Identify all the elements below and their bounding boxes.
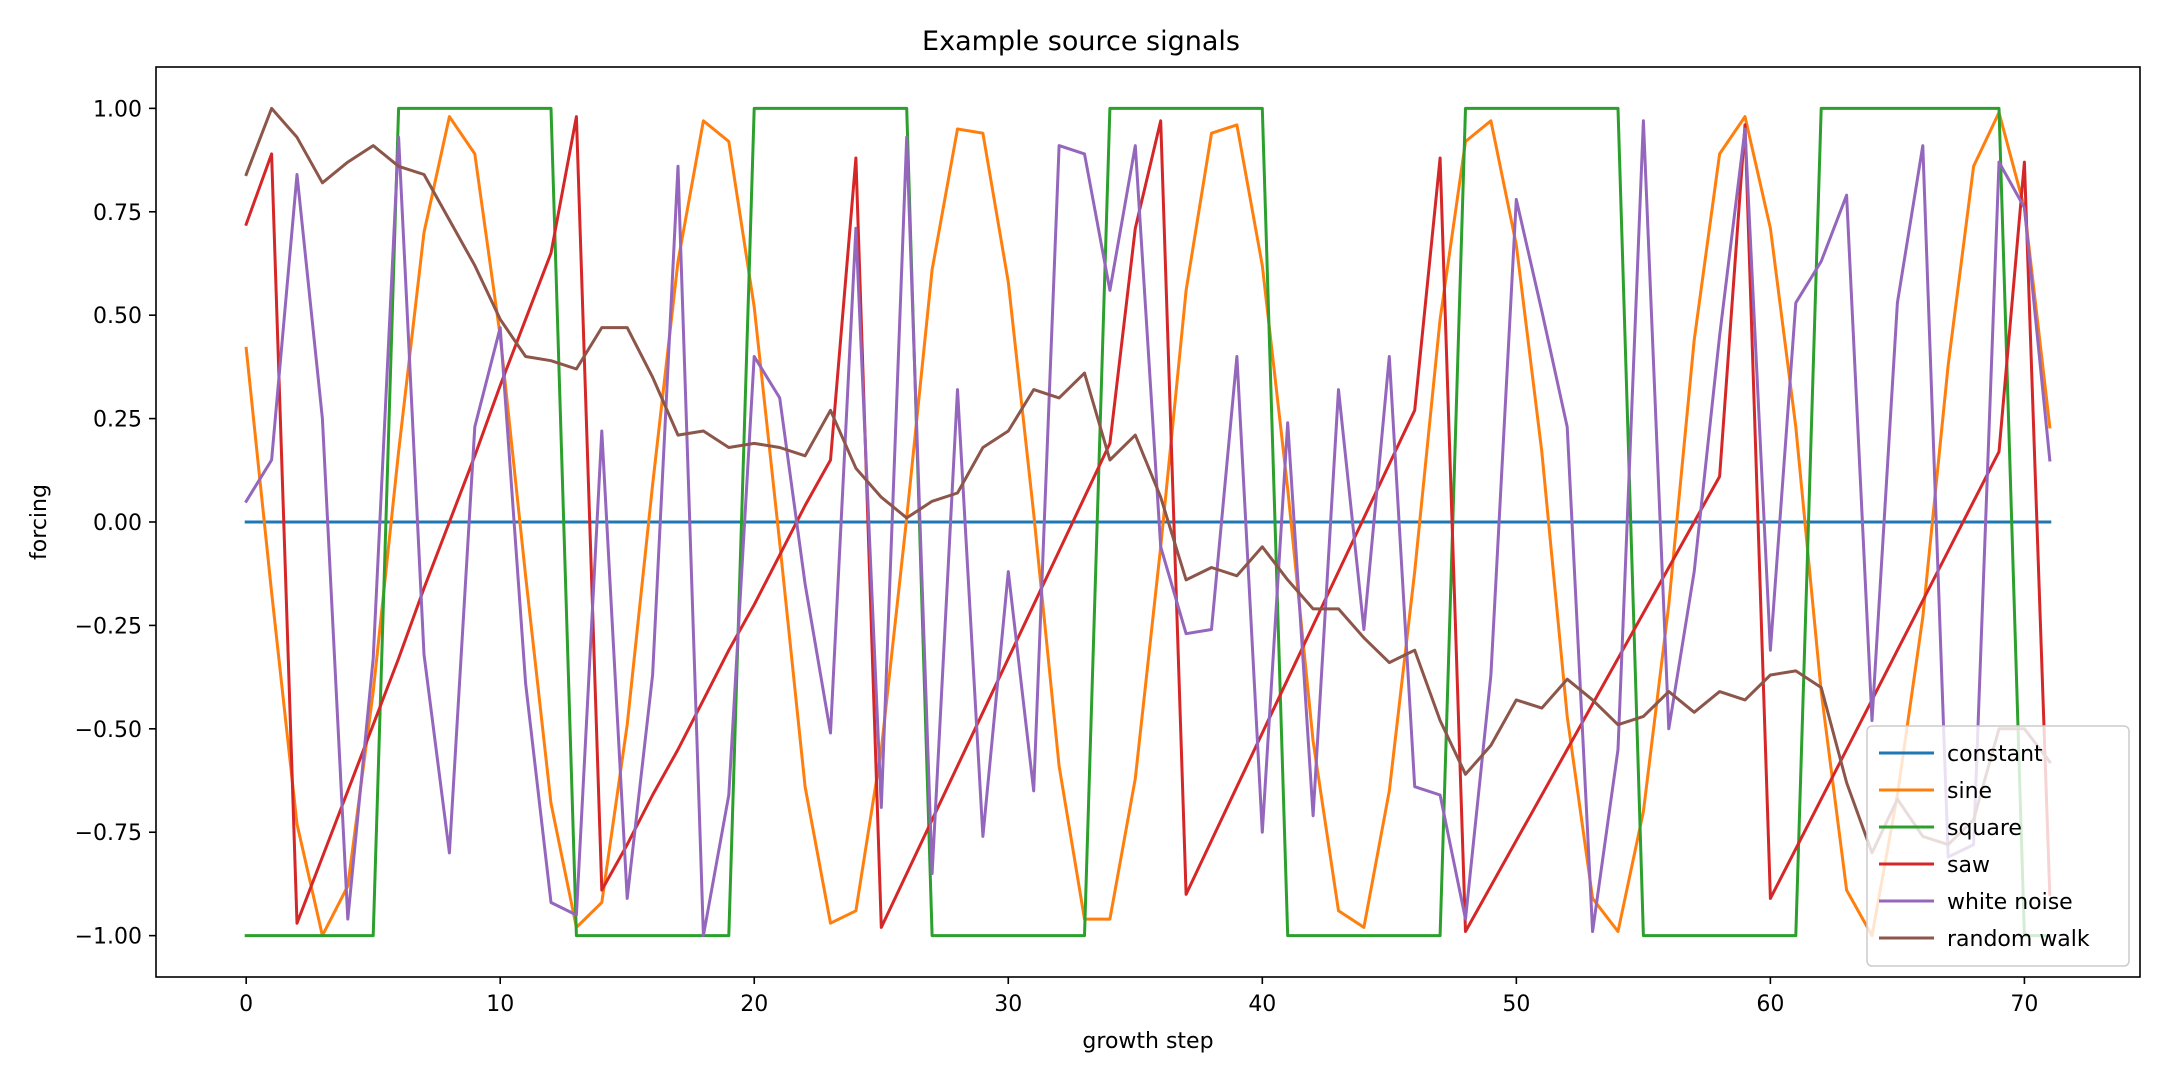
y-tick-label: 0.50 [93, 304, 142, 329]
y-tick-label: −0.75 [75, 821, 142, 846]
x-axis-label: growth step [1082, 1029, 1213, 1054]
series-line-white-noise [244, 119, 2052, 938]
y-axis-ticks: 1.00 0.75 0.50 0.25 0.00 −0.25 −0.50 −0.75 −1.00 [75, 97, 156, 950]
y-tick-label: −1.00 [75, 925, 142, 950]
legend-label-saw: saw [1947, 853, 1990, 878]
chart-title: Example source signals [922, 26, 1240, 57]
y-axis-label: forcing [27, 484, 52, 560]
y-tick-label: 0.25 [93, 408, 142, 433]
x-tick-label: 20 [740, 992, 768, 1017]
series-line-saw [244, 115, 2052, 933]
x-tick-label: 10 [486, 992, 514, 1017]
x-tick-label: 70 [2010, 992, 2038, 1017]
series-group [244, 106, 2052, 938]
y-tick-label: −0.50 [75, 718, 142, 743]
y-tick-label: 0.00 [93, 511, 142, 536]
x-tick-label: 50 [1502, 992, 1530, 1017]
x-tick-label: 30 [994, 992, 1022, 1017]
legend-label-constant: constant [1947, 742, 2043, 767]
series-line-sine [244, 111, 2052, 938]
legend: constant sine square saw white noise random w… [1866, 725, 2130, 967]
series-line-random-walk [244, 106, 2052, 855]
series-line-square [244, 106, 2052, 938]
legend-label-square: square [1947, 816, 2022, 841]
x-axis-ticks: 0 10 20 30 40 50 60 70 [239, 977, 2038, 1017]
y-tick-label: −0.25 [75, 614, 142, 639]
legend-label-sine: sine [1947, 779, 1992, 804]
x-tick-label: 0 [239, 992, 253, 1017]
x-tick-label: 40 [1248, 992, 1276, 1017]
y-tick-label: 0.75 [93, 201, 142, 226]
y-tick-label: 1.00 [93, 97, 142, 122]
x-tick-label: 60 [1756, 992, 1784, 1017]
legend-box [1866, 725, 2130, 967]
legend-label-random-walk: random walk [1947, 927, 2090, 952]
legend-label-white-noise: white noise [1947, 890, 2073, 915]
